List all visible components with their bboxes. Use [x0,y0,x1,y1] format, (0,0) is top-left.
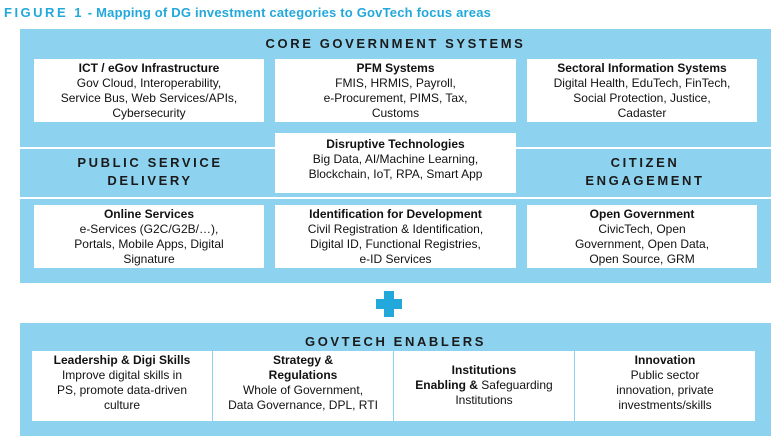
box-line: Civil Registration & Identification, [307,222,484,236]
govtech-enablers-panel: GOVTECH ENABLERS Leadership & Digi Skill… [20,323,771,436]
figure-label: FIGURE 1 [4,5,84,20]
box-line: Gov Cloud, Interoperability, [76,76,222,90]
panel-divider-bottom [20,197,771,199]
govtech-enablers-title: GOVTECH ENABLERS [304,334,486,349]
enabler-box-institutions: Institutions Enabling & Safeguarding Ins… [394,351,574,421]
box-line: Digital Health, EduTech, FinTech, [553,76,731,90]
box-heading: Innovation [634,353,696,367]
box-line: Signature [123,252,175,266]
box-line: Portals, Mobile Apps, Digital [74,237,224,251]
online-services-box: Online Services e-Services (G2C/G2B/…), … [34,205,264,268]
box-line: e-ID Services [359,252,432,266]
box-line: Cybersecurity [112,106,186,120]
box-line: investments/skills [618,398,712,412]
box-line: Social Protection, Justice, [573,91,711,105]
figure-caption: - Mapping of DG investment categories to… [87,5,492,20]
core-box-ict: ICT / eGov Infrastructure Gov Cloud, Int… [34,59,264,122]
box-heading: Open Government [589,207,695,221]
enabler-box-leadership: Leadership & Digi Skills Improve digital… [32,351,212,421]
box-line: Blockchain, IoT, RPA, Smart App [308,167,483,181]
box-heading: Institutions [451,363,517,377]
core-box-pfm: PFM Systems FMIS, HRMIS, Payroll, e-Proc… [275,59,516,122]
core-box-sectoral: Sectoral Information Systems Digital Hea… [527,59,757,122]
box-heading: ICT / eGov Infrastructure [78,61,220,75]
box-heading: Strategy & [272,353,334,367]
box-line: Institutions [455,393,513,407]
citizen-engagement-title: CITIZEN ENGAGEMENT [525,154,765,190]
box-line: e-Services (G2C/G2B/…), [79,222,219,236]
enabler-box-strategy: Strategy & Regulations Whole of Governme… [213,351,393,421]
box-line: Data Governance, DPL, RTI [228,398,378,412]
box-line: CivicTech, Open [598,222,686,236]
open-government-box: Open Government CivicTech, Open Governme… [527,205,757,268]
box-line: Public sector [630,368,700,382]
box-line: Improve digital skills in [61,368,183,382]
box-line: Big Data, AI/Machine Learning, [312,152,479,166]
core-systems-panel: CORE GOVERNMENT SYSTEMS ICT / eGov Infra… [20,29,771,283]
box-line: Customs [371,106,420,120]
box-heading: Disruptive Technologies [326,137,465,151]
box-subheading-bold: Enabling & [415,378,478,392]
plus-icon-horizontal [376,299,402,309]
box-line: e-Procurement, PIMS, Tax, [323,91,468,105]
box-heading: Leadership & Digi Skills [53,353,191,367]
box-line: FMIS, HRMIS, Payroll, [335,76,456,90]
title-line: PUBLIC SERVICE [77,155,223,170]
title-line: ENGAGEMENT [585,173,705,188]
box-line: Cadaster [617,106,667,120]
box-line: Whole of Government, [242,383,364,397]
core-systems-title: CORE GOVERNMENT SYSTEMS [265,36,526,51]
box-heading: Identification for Development [309,207,482,221]
disruptive-technologies-box: Disruptive Technologies Big Data, AI/Mac… [275,133,516,193]
box-heading: Online Services [103,207,195,221]
title-line: CITIZEN [610,155,680,170]
box-heading: PFM Systems [356,61,435,75]
box-line: Government, Open Data, [574,237,710,251]
box-line: culture [103,398,141,412]
box-subheading: Enabling & Safeguarding [394,378,574,393]
figure-title: FIGURE 1 - Mapping of DG investment cate… [4,5,491,20]
box-line: Service Bus, Web Services/APIs, [60,91,238,105]
identification-box: Identification for Development Civil Reg… [275,205,516,268]
title-line: DELIVERY [107,173,193,188]
box-line: Open Source, GRM [589,252,695,266]
box-line: PS, promote data-driven [56,383,188,397]
public-service-delivery-title: PUBLIC SERVICE DELIVERY [30,154,270,190]
box-subheading-rest: Safeguarding [477,378,553,392]
box-heading-line2: Regulations [268,368,338,382]
enabler-box-innovation: Innovation Public sector innovation, pri… [575,351,755,421]
box-line: Digital ID, Functional Registries, [310,237,481,251]
box-line: innovation, private [616,383,714,397]
box-heading: Sectoral Information Systems [557,61,727,75]
